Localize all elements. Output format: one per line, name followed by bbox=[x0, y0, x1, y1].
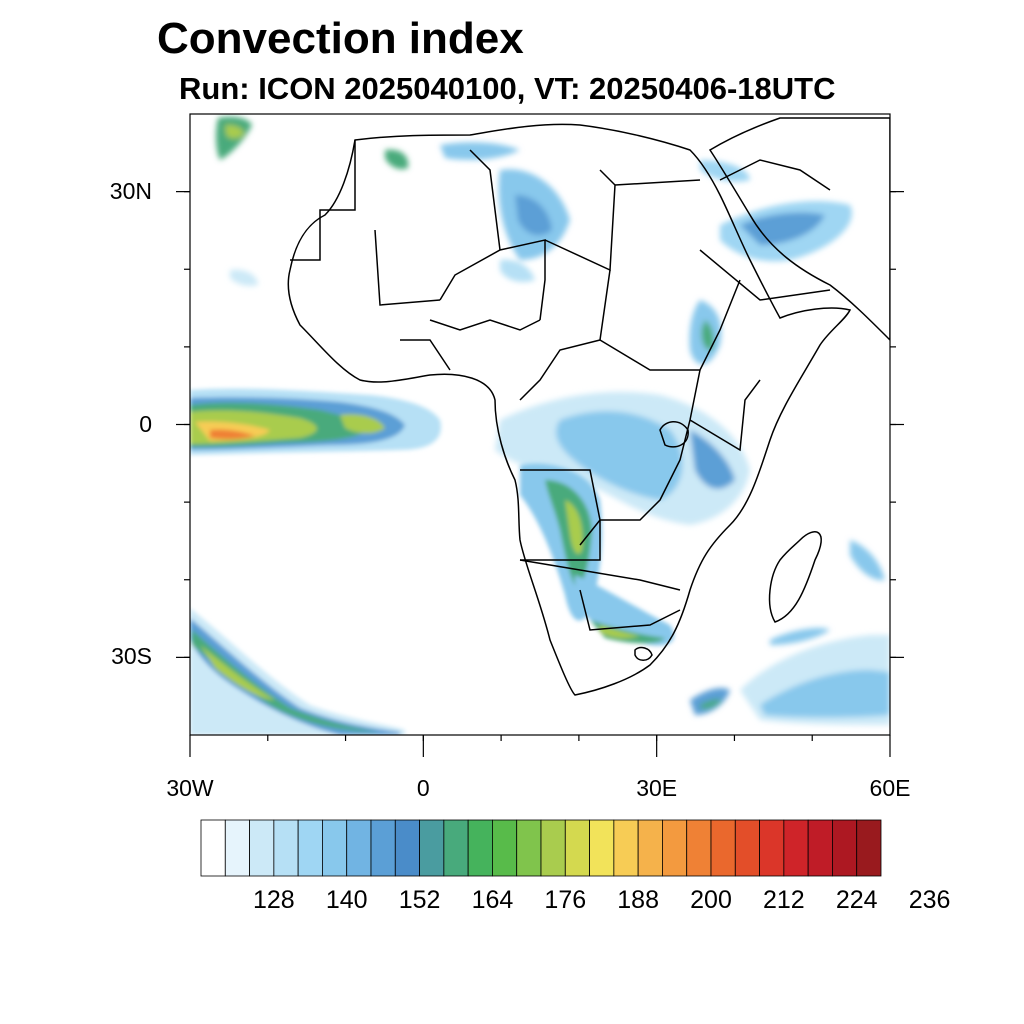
colorbar-cell bbox=[662, 819, 688, 877]
colorbar-cell bbox=[492, 819, 518, 877]
angola-zambia-band bbox=[520, 463, 674, 646]
central-africa-convection bbox=[495, 300, 750, 525]
colorbar bbox=[200, 819, 882, 877]
equatorial-atlantic-band bbox=[190, 388, 441, 455]
lon-tick-label: 30W bbox=[166, 775, 214, 801]
colorbar-cell bbox=[807, 819, 833, 877]
colorbar-cell bbox=[613, 819, 639, 877]
south-atlantic-frontal-band bbox=[190, 608, 405, 735]
colorbar-label: 200 bbox=[690, 886, 732, 914]
colorbar-label: 236 bbox=[908, 886, 951, 914]
colorbar-label: 212 bbox=[762, 886, 805, 914]
lat-tick-label: 0 bbox=[139, 410, 152, 437]
axis-ticks bbox=[176, 191, 904, 757]
colorbar-cell bbox=[637, 819, 663, 877]
colorbar-cell bbox=[686, 819, 712, 877]
colorbar-label: 140 bbox=[325, 886, 368, 914]
colorbar-cell bbox=[419, 819, 445, 877]
colorbar-cell bbox=[346, 819, 372, 877]
colorbar-cell bbox=[734, 819, 760, 877]
colorbar-label: 176 bbox=[544, 886, 587, 914]
colorbar-cell bbox=[394, 819, 420, 877]
colorbar-cell bbox=[443, 819, 469, 877]
colorbar-label: 128 bbox=[252, 886, 295, 914]
colorbar-cell bbox=[249, 819, 275, 877]
lat-tick-label: 30S bbox=[111, 643, 152, 670]
colorbar-label: 164 bbox=[471, 886, 514, 914]
colorbar-cell bbox=[322, 819, 348, 877]
colorbar-label: 152 bbox=[398, 886, 441, 914]
colorbar-cell bbox=[540, 819, 566, 877]
lat-tick-label: 30N bbox=[109, 177, 152, 204]
colorbar-cell bbox=[200, 819, 226, 877]
colorbar-cell bbox=[564, 819, 590, 877]
indian-ocean-south bbox=[690, 540, 890, 725]
coastlines bbox=[287, 117, 890, 696]
colorbar-cell bbox=[467, 819, 493, 877]
colorbar-cell bbox=[832, 819, 858, 877]
colorbar-cell bbox=[856, 819, 882, 877]
colorbar-cell bbox=[273, 819, 299, 877]
colorbar-cell bbox=[370, 819, 396, 877]
convection-field bbox=[190, 116, 890, 735]
lon-tick-label: 60E bbox=[869, 775, 911, 801]
chart-title: Convection index bbox=[157, 14, 524, 63]
colorbar-cell bbox=[783, 819, 809, 877]
chart-subtitle: Run: ICON 2025040100, VT: 20250406-18UTC bbox=[179, 71, 836, 106]
colorbar-cell bbox=[516, 819, 542, 877]
colorbar-cell bbox=[297, 819, 323, 877]
colorbar-cell bbox=[710, 819, 736, 877]
arabia-sahara bbox=[215, 116, 852, 286]
colorbar-cell bbox=[224, 819, 250, 877]
lon-tick-label: 0 bbox=[416, 775, 430, 801]
colorbar-label: 224 bbox=[835, 886, 878, 914]
colorbar-cell bbox=[589, 819, 615, 877]
lon-tick-label: 30E bbox=[636, 775, 678, 801]
colorbar-cell bbox=[759, 819, 785, 877]
colorbar-label: 188 bbox=[617, 886, 659, 914]
